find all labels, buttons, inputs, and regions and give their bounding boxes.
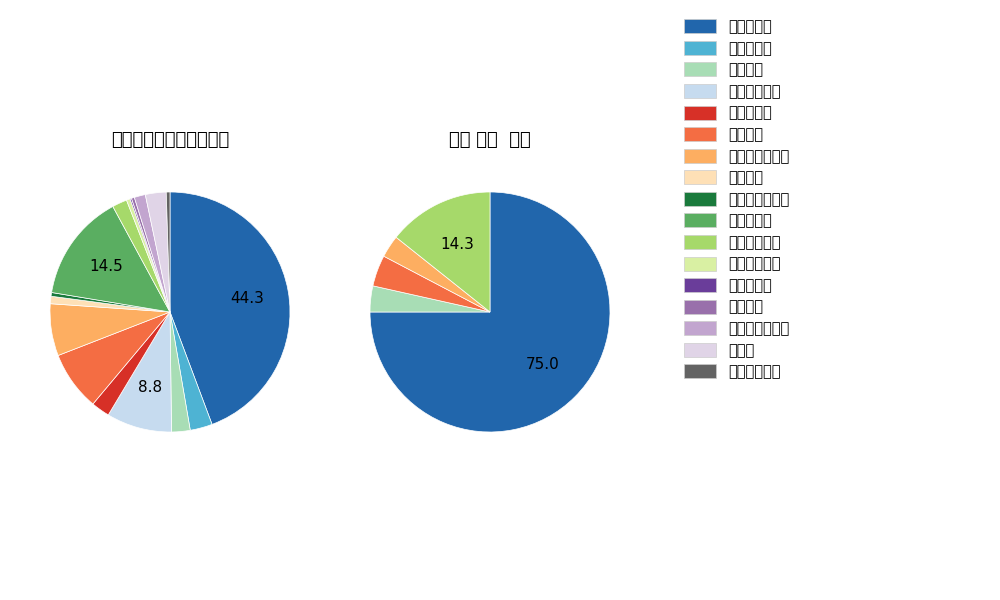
Wedge shape	[370, 192, 610, 432]
Legend: ストレート, ツーシーム, シュート, カットボール, スプリット, フォーク, チェンジアップ, シンカー, 高速スライダー, スライダー, 縦スライダー, : ストレート, ツーシーム, シュート, カットボール, スプリット, フォーク,…	[684, 19, 789, 379]
Text: 14.3: 14.3	[441, 238, 475, 253]
Wedge shape	[370, 286, 490, 312]
Wedge shape	[396, 192, 490, 312]
Text: 14.5: 14.5	[90, 259, 123, 274]
Wedge shape	[170, 312, 190, 432]
Wedge shape	[113, 200, 170, 312]
Wedge shape	[50, 304, 170, 355]
Wedge shape	[108, 312, 172, 432]
Wedge shape	[170, 312, 212, 430]
Title: 仲地 礼亜  選手: 仲地 礼亜 選手	[449, 131, 531, 149]
Wedge shape	[127, 199, 170, 312]
Wedge shape	[58, 312, 170, 404]
Wedge shape	[52, 206, 170, 312]
Wedge shape	[166, 192, 170, 312]
Text: 44.3: 44.3	[230, 290, 264, 305]
Wedge shape	[131, 197, 170, 312]
Wedge shape	[373, 256, 490, 312]
Wedge shape	[134, 194, 170, 312]
Text: 8.8: 8.8	[138, 380, 162, 395]
Wedge shape	[170, 192, 290, 424]
Wedge shape	[130, 199, 170, 312]
Text: 75.0: 75.0	[526, 357, 559, 372]
Title: セ・リーグ全プレイヤー: セ・リーグ全プレイヤー	[111, 131, 229, 149]
Wedge shape	[145, 192, 170, 312]
Wedge shape	[51, 292, 170, 312]
Wedge shape	[384, 237, 490, 312]
Wedge shape	[93, 312, 170, 415]
Wedge shape	[50, 296, 170, 312]
